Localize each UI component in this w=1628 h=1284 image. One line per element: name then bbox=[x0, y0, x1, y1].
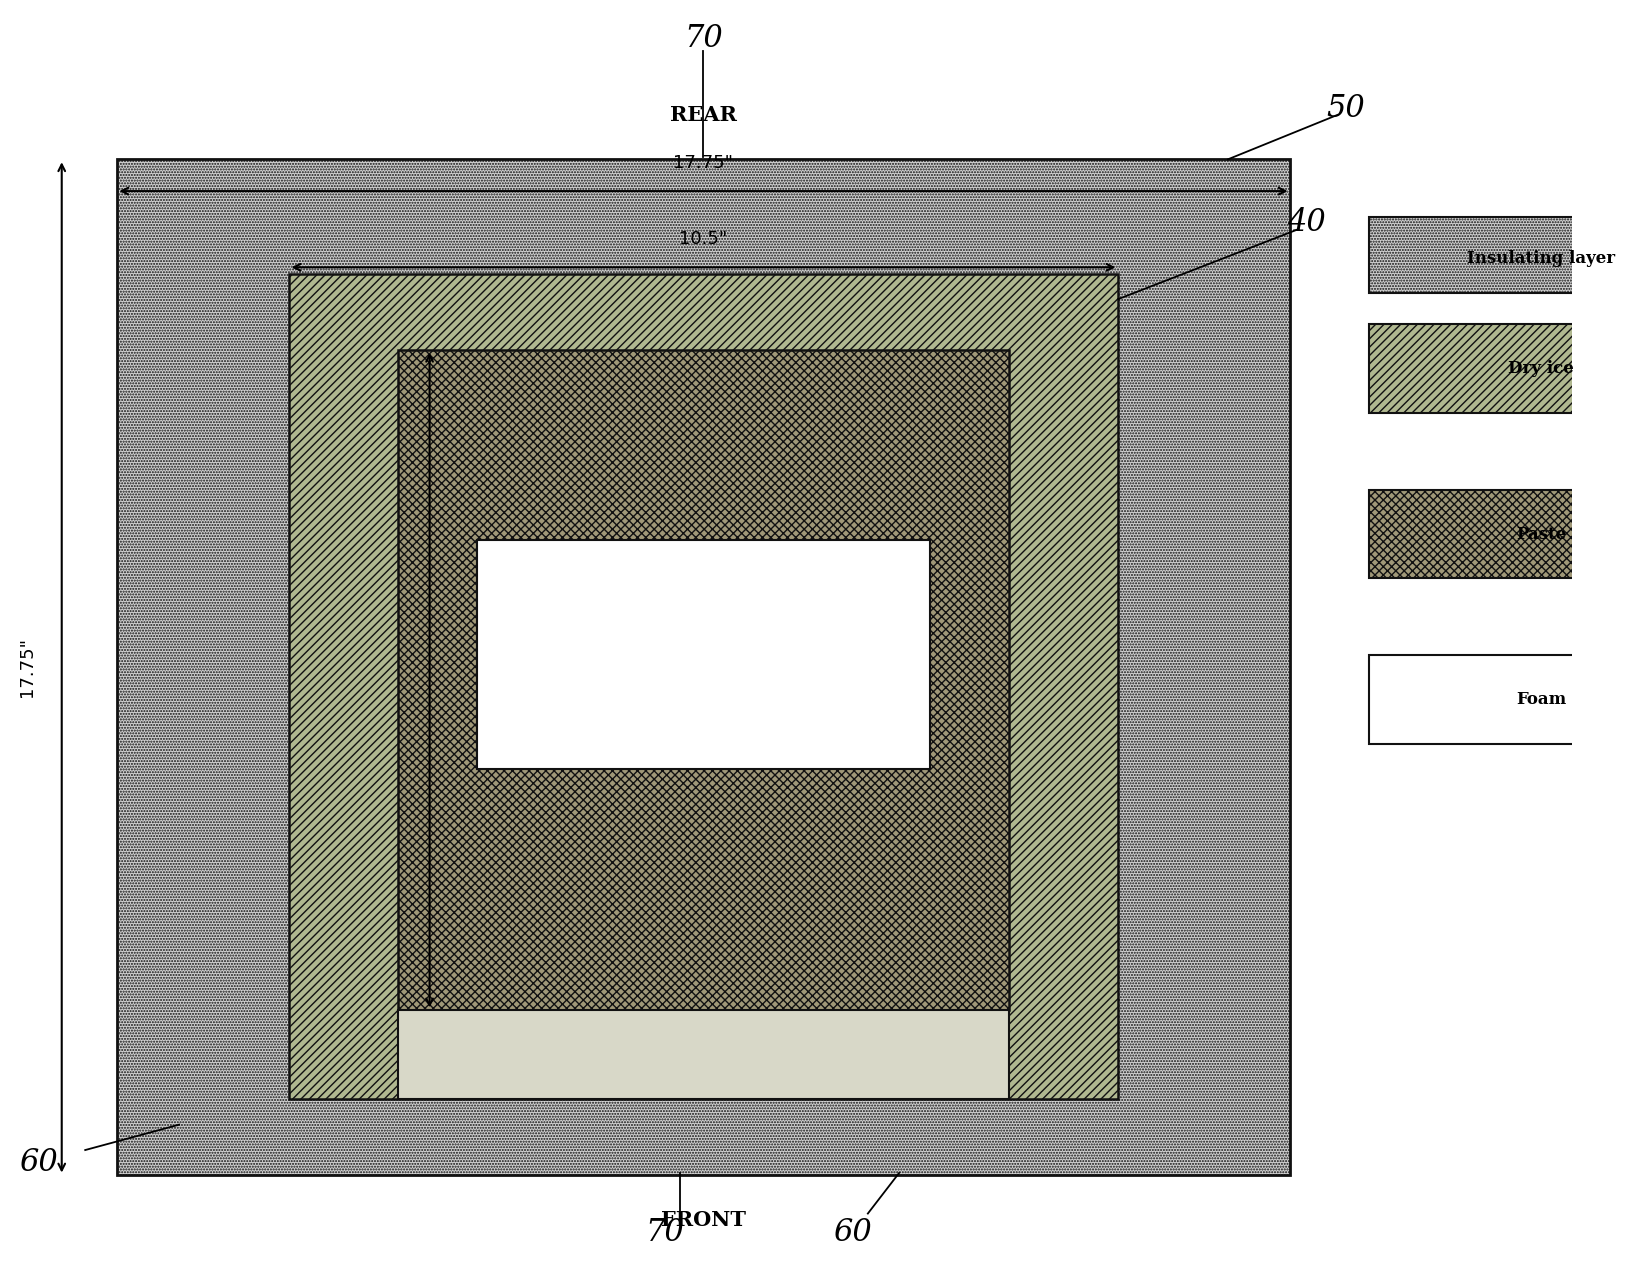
Bar bbox=[1369, 217, 1628, 293]
Bar bbox=[117, 159, 1291, 1175]
Bar bbox=[1369, 325, 1628, 413]
Text: 17.75": 17.75" bbox=[18, 637, 36, 697]
Text: Insulating layer: Insulating layer bbox=[1467, 250, 1615, 267]
Text: 17.75": 17.75" bbox=[674, 154, 734, 172]
Bar bbox=[399, 349, 1009, 1011]
Text: 10.5": 10.5" bbox=[679, 230, 728, 248]
Bar bbox=[1369, 655, 1628, 743]
Bar bbox=[399, 1011, 1009, 1099]
Bar bbox=[1369, 489, 1628, 579]
Text: 70: 70 bbox=[645, 1217, 684, 1248]
Bar bbox=[477, 541, 931, 769]
Text: 60: 60 bbox=[834, 1217, 871, 1248]
Text: Paste: Paste bbox=[1516, 525, 1566, 543]
Text: 40: 40 bbox=[1286, 207, 1325, 239]
Text: Foam: Foam bbox=[1516, 691, 1566, 707]
Text: 60: 60 bbox=[20, 1147, 57, 1179]
Text: 50: 50 bbox=[1325, 92, 1364, 125]
Text: 10.25": 10.25" bbox=[674, 646, 733, 664]
Text: 70: 70 bbox=[684, 23, 723, 54]
Text: Dry ice: Dry ice bbox=[1508, 361, 1574, 377]
Text: FRONT: FRONT bbox=[661, 1210, 746, 1230]
Text: REAR: REAR bbox=[671, 105, 737, 125]
Bar bbox=[288, 273, 1118, 1099]
